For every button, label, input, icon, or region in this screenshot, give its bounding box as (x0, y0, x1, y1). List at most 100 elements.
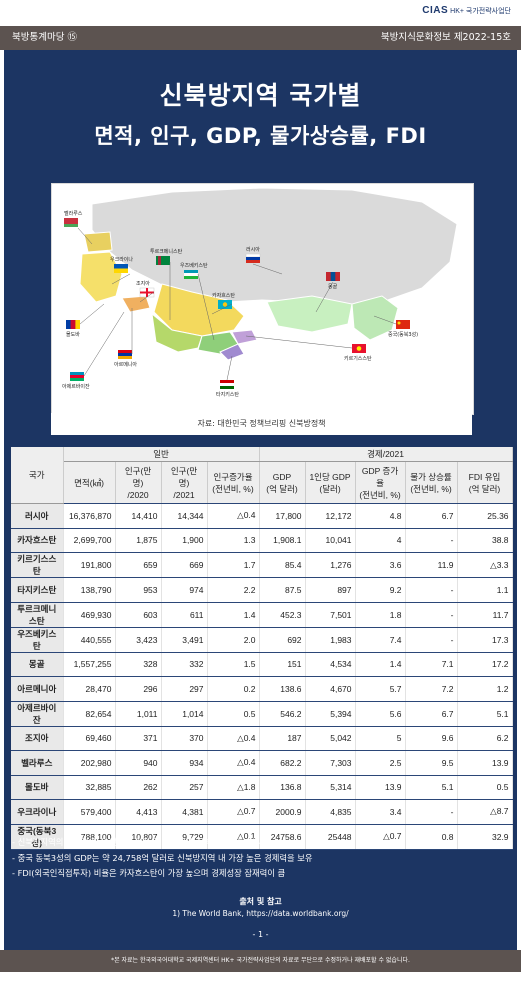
table-cell: 5.7 (355, 676, 406, 702)
table-cell: 296 (115, 676, 162, 702)
table-cell: 4 (355, 528, 406, 553)
table-cell: 136.8 (259, 775, 306, 800)
table-cell: 38.8 (457, 528, 513, 553)
table-cell: 7,303 (305, 750, 356, 776)
russia-flag-icon (245, 253, 261, 258)
table-cell: 546.2 (259, 701, 306, 727)
table-cell: 0.8 (405, 824, 458, 850)
table-cell: 10,807 (115, 824, 162, 850)
table-cell: 4,413 (115, 799, 162, 825)
col-header: 물가 상승률 (전년비, %) (405, 461, 458, 504)
table-cell: 138,790 (63, 577, 116, 603)
table-cell: 16,376,870 (63, 503, 116, 529)
table-cell: 17.3 (457, 627, 513, 653)
table-cell: 28,470 (63, 676, 116, 702)
page-title: 신북방지역 국가별 (159, 81, 362, 110)
reference-link[interactable]: 1) The World Bank, https://data.worldban… (172, 909, 349, 918)
uzbekistan-flag-icon (184, 270, 198, 273)
table-cell: 5,314 (305, 775, 356, 800)
table-cell: 138.6 (259, 676, 306, 702)
table-cell: 13.9 (355, 775, 406, 800)
map-label-turkmenistan: 투르크메니스탄 (150, 248, 183, 255)
kazakhstan-shape (153, 283, 245, 337)
table-row: 투르크메니스탄 469,930 603 611 1.4 452.3 7,501 1.8-11.… (11, 602, 513, 628)
col-country: 국가 (11, 447, 64, 504)
table-cell: 1,014 (161, 701, 208, 727)
table-cell: 1.1 (457, 577, 513, 603)
table-cell: 692 (259, 627, 306, 653)
table-cell: 202,980 (63, 750, 116, 776)
references-title: 출처 및 참고 (239, 897, 282, 906)
map-label-uzbekistan: 우즈베키스탄 (180, 262, 208, 269)
table-cell: 6.2 (457, 726, 513, 751)
table-cell: △0.7 (207, 799, 260, 825)
table-cell: 4,835 (305, 799, 356, 825)
table-cell: 579,400 (63, 799, 116, 825)
table-cell: 17,800 (259, 503, 306, 529)
table-row: 조지아 69,460 371 370 △0.4 187 5,042 5 9.6 6.2 (11, 726, 513, 751)
table-cell: 1,983 (305, 627, 356, 653)
table-cell: 25.36 (457, 503, 513, 529)
azerbaijan-flag-icon (70, 372, 84, 375)
country-name: 아르메니아 (11, 676, 64, 702)
table-row: 우즈베키스탄 440,555 3,423 3,491 2.0 692 1,983 7.4-17… (11, 627, 513, 653)
col-header: 인구(만 명) /2021 (161, 461, 208, 504)
table-cell: 297 (161, 676, 208, 702)
table-cell: 1.2 (457, 676, 513, 702)
table-cell: - (405, 602, 458, 628)
map-label-armenia: 아르메니아 (114, 361, 137, 368)
table-cell: 5,042 (305, 726, 356, 751)
table-cell: 7,501 (305, 602, 356, 628)
country-name: 타지키스탄 (11, 577, 64, 603)
table-cell: 1,900 (161, 528, 208, 553)
table-cell: - (405, 577, 458, 603)
table-cell: 2,699,700 (63, 528, 116, 553)
mongolia-shape (266, 295, 353, 333)
map-illustration: 벨라루스 우크라이나 몰도바 아르메니아 아제르바이잔 조지아 투르크메니스탄 … (62, 187, 458, 398)
country-name: 키르기스스탄 (11, 552, 64, 578)
table-row: 몰도바 32,885 262 257 △1.8 136.8 5,314 13.9 5.1 0.5 (11, 775, 513, 800)
table-cell: 897 (305, 577, 356, 603)
region-map: 벨라루스 우크라이나 몰도바 아르메니아 아제르바이잔 조지아 투르크메니스탄 … (51, 183, 474, 415)
table-cell: 1,875 (115, 528, 162, 553)
note-item: - 신북방지역의 면적과 인구 면에서 가장 큰 비중을 차지하는 국가는 러시… (12, 837, 271, 847)
col-header: FDI 유입 (억 달러) (457, 461, 513, 504)
table-cell: △0.4 (207, 503, 260, 529)
note-item: - FDI(외국인직접투자) 비율은 카자흐스탄이 가장 높으며 경제성장 잠재… (12, 868, 286, 878)
table-cell: 10,041 (305, 528, 356, 553)
belarus-shape (83, 231, 113, 253)
map-label-china: 중국(동북3성) (388, 331, 418, 338)
table-cell: 9.2 (355, 577, 406, 603)
table-cell: 469,930 (63, 602, 116, 628)
table-cell: △0.4 (207, 750, 260, 776)
country-name: 카자흐스탄 (11, 528, 64, 553)
country-name: 벨라루스 (11, 750, 64, 776)
belarus-flag-icon (64, 218, 78, 227)
table-cell: 5.6 (355, 701, 406, 727)
table-cell: 12,172 (305, 503, 356, 529)
moldova-flag-icon (66, 320, 80, 329)
map-label-azerbaijan: 아제르바이잔 (62, 383, 90, 390)
table-cell: 4,381 (161, 799, 208, 825)
col-header: GDP 증가율 (전년비, %) (355, 461, 406, 504)
table-cell: 440,555 (63, 627, 116, 653)
group-general: 일반 (63, 447, 260, 462)
table-cell: △0.4 (207, 726, 260, 751)
table-cell: 262 (115, 775, 162, 800)
stats-table: 국가 일반 경제/2021 면적(㎢) 인구(만 명) /2020 인구(만 명) … (11, 447, 513, 850)
country-name: 우크라이나 (11, 799, 64, 825)
table-cell: 934 (161, 750, 208, 776)
table-cell: 1.5 (207, 652, 260, 677)
table-cell: 69,460 (63, 726, 116, 751)
table-cell: 1.8 (355, 602, 406, 628)
table-cell: △8.7 (457, 799, 513, 825)
note-item: - 중국 동북3성의 GDP는 약 24,758억 달러로 신북방지역 내 가장… (12, 852, 313, 863)
table-row: 아제르바이잔 82,654 1,011 1,014 0.5 546.2 5,394 5.6 6.… (11, 701, 513, 727)
table-cell: 191,800 (63, 552, 116, 578)
issue-label: 북방지식문화정보 제2022-15호 (380, 32, 511, 43)
table-cell: 14,410 (115, 503, 162, 529)
table-cell: △1.8 (207, 775, 260, 800)
table-cell: 17.2 (457, 652, 513, 677)
armenia-flag-icon (118, 350, 132, 353)
table-cell: 32.9 (457, 824, 513, 850)
